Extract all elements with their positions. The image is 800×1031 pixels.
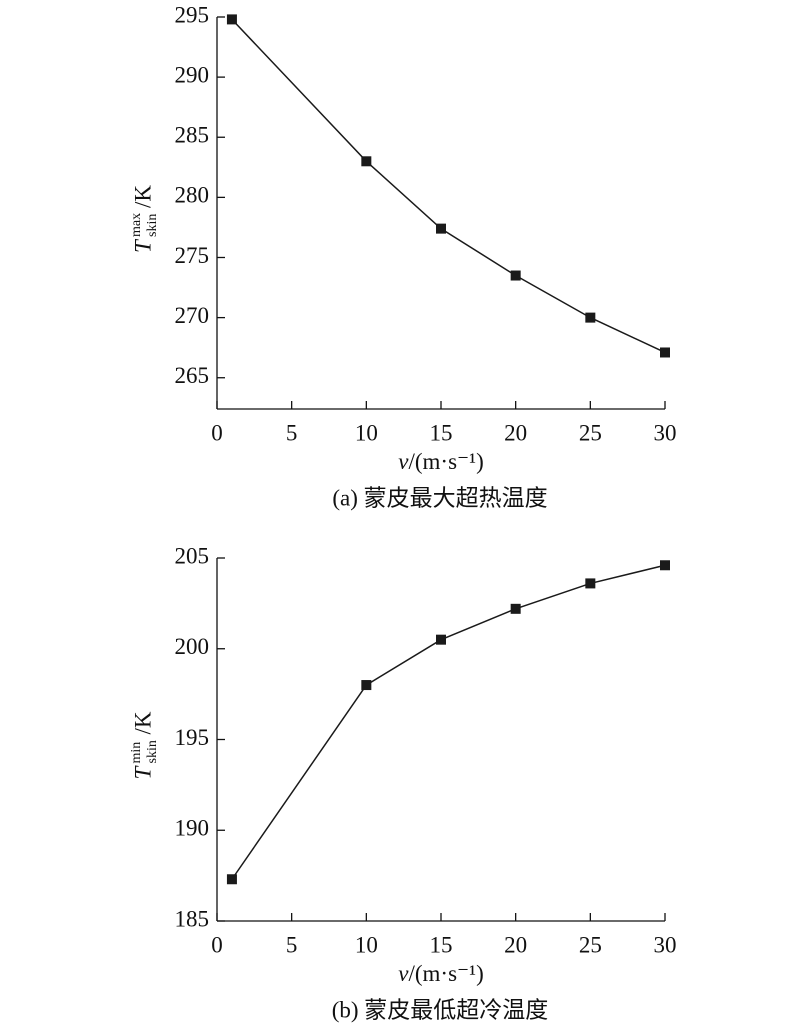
marker: [510, 603, 521, 614]
marker: [585, 578, 596, 589]
x-label-unit: /(m·s⁻¹): [408, 449, 483, 474]
y-tick-label: 270: [175, 303, 210, 328]
x-tick-label: 0: [211, 932, 223, 957]
y-label-symbol: T: [130, 238, 155, 253]
marker: [226, 14, 237, 25]
x-tick-label: 25: [579, 420, 602, 445]
x-tick-label: 30: [654, 932, 677, 957]
data-line: [231, 564, 666, 880]
x-label-symbol: v: [398, 961, 409, 986]
x-label-symbol: v: [398, 449, 409, 474]
subplot: 265 270 275 280 285 290 295 0 5 10 15 20 25 30 v/(m·s⁻…: [129, 2, 676, 510]
x-tick-label: 10: [355, 932, 378, 957]
x-tick-label: 25: [579, 932, 602, 957]
x-tick-label: 20: [504, 420, 527, 445]
x-tick-label: 5: [286, 932, 298, 957]
y-tick-label: 190: [175, 816, 210, 841]
x-tick-label: 0: [211, 420, 223, 445]
x-label-unit: /(m·s⁻¹): [408, 961, 483, 986]
marker: [660, 347, 670, 358]
y-label-unit: /K: [130, 185, 155, 208]
y-tick-label: 290: [175, 62, 210, 87]
marker: [226, 874, 237, 885]
y-label-sub: skin: [145, 740, 160, 763]
y-tick-label: 185: [175, 906, 210, 931]
y-tick-label: 275: [175, 243, 210, 268]
y-label-sub: skin: [145, 214, 160, 237]
x-tick-label: 10: [355, 420, 378, 445]
y-label-sup: min: [129, 742, 144, 764]
y-tick-label: 280: [175, 183, 210, 208]
marker: [361, 680, 372, 691]
y-tick-label: 205: [175, 543, 210, 568]
x-tick-label: 30: [654, 420, 677, 445]
x-tick-label: 20: [504, 932, 527, 957]
x-axis-label: v/(m·s⁻¹): [398, 961, 483, 986]
x-tick-label: 15: [430, 420, 453, 445]
y-label-unit: /K: [130, 711, 155, 734]
x-tick-label: 5: [286, 420, 298, 445]
x-axis-label: v/(m·s⁻¹): [398, 449, 483, 474]
marker: [436, 223, 446, 234]
caption: (b) 蒙皮最低超冷温度: [332, 997, 549, 1022]
caption: (a) 蒙皮最大超热温度: [332, 485, 547, 510]
y-tick-label: 285: [175, 123, 210, 148]
y-label-symbol: T: [130, 765, 155, 780]
marker: [361, 156, 372, 167]
y-tick-label: 200: [175, 634, 210, 659]
y-tick-label: 295: [175, 2, 210, 27]
marker: [585, 312, 596, 323]
marker: [436, 634, 446, 645]
y-label-sup: max: [129, 213, 144, 237]
marker: [660, 560, 670, 571]
subplot: 185 190 195 200 205 0 5 10 15 20 25 30 v/(m·s⁻¹) Tmin…: [129, 543, 676, 1022]
y-tick-label: 265: [175, 363, 210, 388]
y-tick-label: 195: [175, 725, 210, 750]
x-tick-label: 15: [430, 932, 453, 957]
data-line: [231, 18, 666, 354]
marker: [510, 270, 521, 281]
